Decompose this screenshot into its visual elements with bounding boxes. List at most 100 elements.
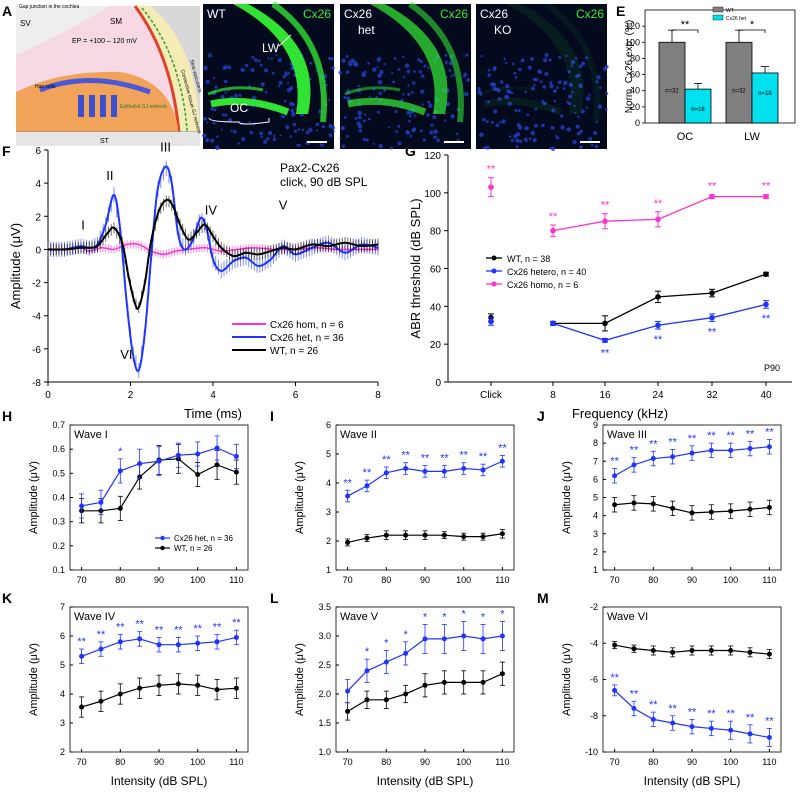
significance-mark: ** xyxy=(708,326,717,338)
genotype-label: Cx26 xyxy=(480,7,508,21)
x-tick-label: 90 xyxy=(687,575,697,585)
significance-mark: ** xyxy=(343,477,352,489)
nucleus xyxy=(569,83,573,87)
nucleus xyxy=(286,82,290,85)
nucleus xyxy=(341,58,346,63)
data-point xyxy=(612,687,618,693)
significance-mark: ** xyxy=(213,622,222,634)
data-point xyxy=(670,720,676,726)
oc-label: OC xyxy=(230,101,248,115)
x-tick-label: 90 xyxy=(154,575,164,585)
legend-label: Cx26 het, n = 36 xyxy=(270,333,344,344)
legend-label: Cx26 hetero, n = 40 xyxy=(507,267,586,277)
nucleus xyxy=(406,69,411,74)
y-tick-label: 0.6 xyxy=(52,444,65,454)
data-point xyxy=(441,636,447,642)
nucleus xyxy=(315,122,320,127)
significance-mark: ** xyxy=(688,706,697,718)
nucleus xyxy=(332,129,335,133)
panel-k-chart: 2 3 4 5 6 7 70 80 90 100 110 Wave IV Amplitude (μV) I… xyxy=(28,602,249,788)
n-label: n=18 xyxy=(691,107,705,113)
nucleus xyxy=(482,146,486,150)
significance-mark: ** xyxy=(610,456,619,468)
nucleus xyxy=(520,58,525,63)
x-tick-label: 8 xyxy=(375,390,381,401)
panel-letter-L: L xyxy=(270,590,279,606)
nucleus xyxy=(378,91,382,96)
x-tick-label: 80 xyxy=(648,757,658,767)
schematic-title: Gap junction in the cochlea xyxy=(19,4,80,10)
data-point xyxy=(708,725,714,731)
data-point xyxy=(214,687,220,693)
y-tick-label: 5 xyxy=(593,493,598,503)
significance-bracket xyxy=(671,29,699,33)
nucleus xyxy=(542,101,546,105)
nucleus xyxy=(501,119,506,124)
data-point xyxy=(233,453,239,459)
nucleus xyxy=(407,84,410,87)
legend-marker xyxy=(160,535,165,541)
nucleus xyxy=(389,146,393,150)
data-point xyxy=(156,458,162,464)
nucleus xyxy=(391,72,394,75)
nucleus xyxy=(267,57,270,60)
data-point xyxy=(345,539,351,545)
legend-label: WT xyxy=(726,8,734,14)
data-point xyxy=(708,648,714,653)
y-tick-label: 40 xyxy=(430,302,442,313)
nucleus xyxy=(293,129,298,133)
data-point xyxy=(98,698,104,704)
data-point xyxy=(214,639,220,645)
nucleus xyxy=(568,94,573,99)
nucleus xyxy=(556,86,559,90)
nucleus xyxy=(487,68,491,72)
nucleus xyxy=(277,84,281,88)
nucleus xyxy=(443,119,447,122)
nucleus xyxy=(571,90,574,94)
nucleus xyxy=(397,68,401,71)
significance-mark: * xyxy=(500,609,505,621)
stria-vascularis xyxy=(133,5,182,147)
nucleus xyxy=(214,85,218,89)
nucleus xyxy=(345,70,350,74)
nucleus xyxy=(524,125,529,131)
nucleus xyxy=(338,70,343,75)
data-point xyxy=(708,509,714,515)
data-point xyxy=(195,682,201,688)
data-point xyxy=(612,642,618,648)
significance-mark: ** xyxy=(440,453,449,465)
nucleus xyxy=(423,64,427,68)
nucleus xyxy=(259,63,263,67)
nucleus xyxy=(531,86,535,91)
nucleus xyxy=(331,66,335,70)
nucleus xyxy=(463,91,469,97)
nucleus xyxy=(450,75,453,78)
data-point xyxy=(461,534,467,540)
nucleus xyxy=(402,75,406,79)
nucleus xyxy=(251,105,254,108)
nucleus xyxy=(477,89,482,95)
limbus-stain xyxy=(344,86,401,96)
data-point xyxy=(499,531,505,537)
nucleus xyxy=(525,140,528,143)
nucleus xyxy=(237,142,240,145)
y-tick-label: 4 xyxy=(60,689,65,699)
legend-marker xyxy=(160,545,165,551)
nucleus xyxy=(489,82,493,86)
nucleus xyxy=(377,80,383,85)
y-tick-label: 100 xyxy=(424,189,441,200)
significance-mark: * xyxy=(423,611,428,623)
data-point xyxy=(650,716,656,722)
nucleus xyxy=(224,113,228,117)
x-tick-label: 6 xyxy=(293,390,299,401)
nucleus xyxy=(558,56,562,59)
stain-label: Cx26 xyxy=(576,7,604,21)
nucleus xyxy=(325,83,328,87)
nucleus xyxy=(343,116,347,119)
data-point xyxy=(655,216,661,223)
nucleus xyxy=(492,86,497,91)
wave-title: Wave II xyxy=(340,429,377,441)
data-point xyxy=(631,462,637,468)
nucleus xyxy=(264,91,268,94)
